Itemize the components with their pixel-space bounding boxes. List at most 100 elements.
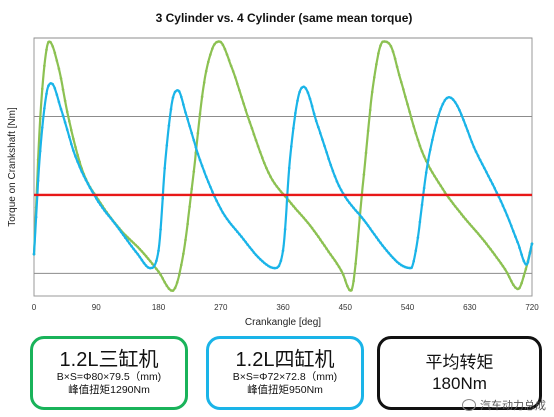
point-three_cylinder [211, 47, 214, 50]
point-four_cylinder [370, 230, 374, 233]
point-three_cylinder [236, 82, 239, 86]
point-four_cylinder [95, 197, 98, 200]
point-four_cylinder [244, 240, 247, 244]
point-four_cylinder [331, 169, 335, 173]
point-four_cylinder [491, 182, 494, 186]
point-four_cylinder [485, 170, 488, 174]
point-three_cylinder [68, 119, 71, 123]
point-four_cylinder [148, 266, 152, 270]
point-four_cylinder [348, 201, 351, 205]
point-four_cylinder [321, 138, 324, 141]
point-four_cylinder [204, 175, 208, 178]
point-three_cylinder [229, 64, 233, 68]
point-three_cylinder [453, 205, 457, 208]
point-three_cylinder [449, 199, 453, 203]
torque-chart: 3 Cylinder vs. 4 Cylinder (same mean tor… [7, 11, 539, 328]
point-three_cylinder [501, 264, 505, 268]
point-four_cylinder [499, 199, 503, 203]
point-three_cylinder [256, 145, 260, 148]
point-four_cylinder [418, 220, 422, 224]
point-three_cylinder [57, 67, 61, 70]
point-three_cylinder [225, 53, 229, 56]
point-four_cylinder [88, 186, 92, 189]
point-three_cylinder [478, 234, 482, 238]
point-three_cylinder [333, 259, 337, 262]
point-four_cylinder [410, 266, 413, 269]
point-three_cylinder [439, 184, 443, 187]
point-three_cylinder [277, 187, 281, 191]
point-three_cylinder [310, 226, 314, 230]
point-three_cylinder [182, 252, 185, 255]
point-three_cylinder [188, 205, 191, 208]
point-three_cylinder [302, 216, 306, 220]
x-tick-720: 720 [525, 303, 539, 312]
x-tick-270: 270 [214, 303, 228, 312]
point-four_cylinder [41, 126, 44, 129]
point-four_cylinder [144, 264, 148, 267]
point-four_cylinder [113, 222, 117, 225]
point-four_cylinder [107, 214, 110, 218]
point-three_cylinder [45, 48, 48, 51]
point-four_cylinder [522, 259, 525, 263]
point-three_cylinder [344, 279, 347, 282]
point-four_cylinder [55, 93, 59, 96]
point-four_cylinder [236, 230, 239, 233]
point-four_cylinder [406, 266, 409, 270]
point-four_cylinder [61, 114, 65, 117]
point-three_cylinder [512, 283, 515, 287]
point-four_cylinder [140, 258, 144, 262]
three-cylinder-name: 1.2L三缸机 [59, 349, 159, 371]
watermark: 汽车动力总成 [462, 397, 546, 413]
point-three_cylinder [290, 202, 293, 205]
point-four_cylinder [57, 100, 61, 104]
point-three_cylinder [487, 245, 490, 248]
point-three_cylinder [238, 89, 241, 92]
point-four_cylinder [373, 233, 376, 236]
point-three_cylinder [516, 287, 519, 291]
point-three_cylinder [296, 209, 299, 213]
point-three_cylinder [451, 202, 455, 205]
point-four_cylinder [362, 218, 366, 222]
point-four_cylinder [223, 214, 227, 218]
point-four_cylinder [59, 107, 63, 111]
point-four_cylinder [248, 246, 252, 249]
point-three_cylinder [49, 41, 52, 44]
point-four_cylinder [389, 254, 393, 257]
point-three_cylinder [460, 212, 463, 216]
point-four_cylinder [352, 206, 355, 210]
point-four_cylinder [271, 266, 274, 270]
point-four_cylinder [512, 229, 515, 233]
point-four_cylinder [169, 107, 173, 111]
point-three_cylinder [433, 174, 436, 178]
point-four_cylinder [356, 211, 360, 214]
point-three_cylinder [159, 273, 162, 277]
x-tick-90: 90 [92, 303, 101, 312]
point-four_cylinder [142, 261, 146, 265]
point-four_cylinder [292, 126, 295, 130]
point-three_cylinder [337, 265, 341, 269]
point-four_cylinder [468, 135, 472, 138]
point-three_cylinder [352, 279, 355, 283]
point-three_cylinder [178, 273, 181, 276]
point-four_cylinder [53, 87, 57, 90]
x-tick-0: 0 [32, 303, 37, 312]
point-three_cylinder [271, 179, 274, 182]
point-four_cylinder [520, 253, 523, 256]
point-three_cylinder [431, 171, 434, 174]
point-four_cylinder [335, 180, 339, 183]
point-three_cylinder [279, 190, 283, 193]
point-three_cylinder [464, 217, 467, 221]
point-four_cylinder [202, 170, 206, 173]
point-three_cylinder [173, 286, 177, 290]
point-three_cylinder [485, 242, 488, 245]
point-four_cylinder [358, 213, 362, 217]
point-four_cylinder [188, 124, 191, 128]
point-three_cylinder [223, 47, 227, 51]
point-three_cylinder [304, 219, 308, 222]
point-three_cylinder [53, 51, 57, 55]
point-four_cylinder [242, 238, 245, 241]
point-three_cylinder [140, 250, 144, 253]
point-four_cylinder [285, 196, 289, 200]
point-three_cylinder [462, 215, 465, 218]
three-cylinder-spec: B×S=Φ80×79.5（mm) [56, 371, 162, 383]
